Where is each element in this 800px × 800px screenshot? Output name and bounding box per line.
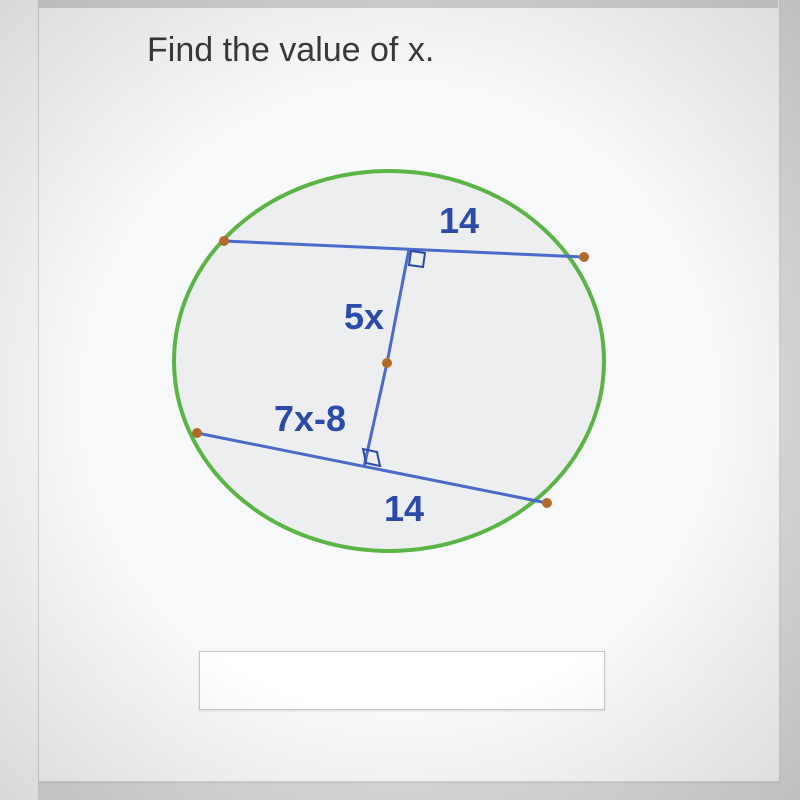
endpoint [192, 428, 202, 438]
left-panel-edge [0, 0, 39, 800]
label-7x-8: 7x-8 [274, 398, 346, 439]
label-top-14: 14 [439, 200, 479, 241]
question-text: Find the value of x. [147, 31, 434, 70]
endpoint [579, 252, 589, 262]
center-point [382, 358, 392, 368]
card-top-border [38, 0, 778, 8]
endpoint [219, 236, 229, 246]
label-bottom-14: 14 [384, 488, 424, 529]
screen: Find the value of x. 14 5x 7x-8 14 [0, 0, 800, 800]
geometry-diagram: 14 5x 7x-8 14 [149, 141, 629, 571]
answer-input[interactable] [199, 651, 605, 710]
question-card: Find the value of x. 14 5x 7x-8 14 [38, 0, 780, 782]
label-5x: 5x [344, 296, 384, 337]
endpoint [542, 498, 552, 508]
